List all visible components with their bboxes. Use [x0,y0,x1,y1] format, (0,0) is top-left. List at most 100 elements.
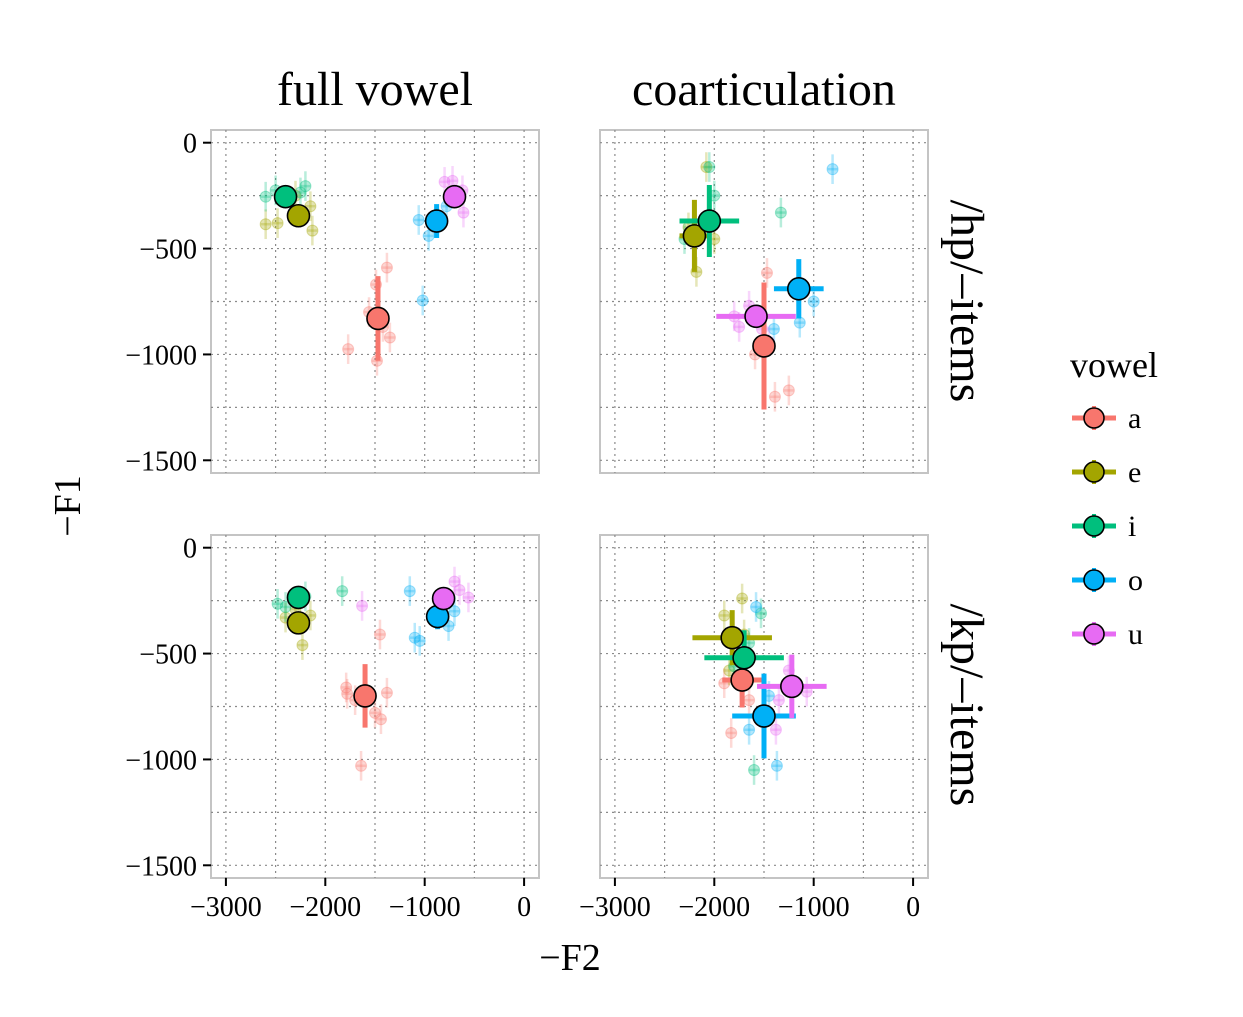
item-point-o [770,759,783,772]
mean-point-i [732,646,756,670]
x-tick-label: −1000 [389,892,461,923]
item-point-u [356,599,369,612]
item-point-i [336,585,349,598]
mean-point-i [286,585,311,610]
item-point-o [750,600,763,613]
x-tick-label: 0 [517,892,531,923]
y-tick-label: 0 [183,534,197,565]
mean-point-e [682,224,707,248]
item-point-a [743,694,756,707]
y-tick-label: −1000 [125,745,197,776]
mean-point-a [730,668,754,692]
item-point-a [725,726,738,739]
panel-full-vowel-hp [210,129,540,474]
mean-point-i [273,184,298,209]
item-point-a [373,628,386,641]
mean-point-a [353,684,377,708]
item-point-u [438,175,451,188]
x-tick-label: −2000 [289,892,361,923]
item-point-a [782,384,795,397]
item-point-a [768,390,781,403]
legend-label-u: u [1128,618,1143,651]
legend-title: vowel [1070,345,1158,385]
item-point-e [296,639,309,652]
x-axis-left-column: −3000 −2000 −1000 0 [190,878,531,923]
item-point-e [736,592,749,605]
x-tick-label: −1000 [778,892,850,923]
strip-title-hp-items: /hp/–items [940,200,993,403]
item-point-a [355,759,368,772]
y-axis-title: −F1 [47,475,89,537]
item-point-i [703,161,716,174]
mean-point-u [744,304,768,329]
item-point-u [453,584,466,597]
y-axis-top-row: 0 −500 −1000 −1500 [125,129,211,477]
y-tick-label: 0 [183,129,197,160]
item-point-a [374,713,387,726]
item-point-a [383,331,396,344]
legend-key-point-o [1083,569,1105,591]
item-point-u [462,591,475,604]
item-point-o [743,723,756,736]
item-point-i [748,764,761,777]
item-point-o [408,631,421,644]
item-point-a [760,266,773,279]
y-axis-bottom-row: 0 −500 −1000 −1500 [125,534,211,882]
item-point-a [342,343,355,356]
item-point-o [403,585,416,598]
item-point-u [457,206,470,219]
item-point-a [340,681,353,694]
item-point-o [767,323,780,336]
item-point-e [271,217,284,230]
item-point-a [380,261,393,274]
strip-title-kp-items: /kp/–items [940,604,993,807]
item-point-e [306,224,319,237]
y-tick-label: −500 [139,235,197,266]
item-point-i [299,180,312,193]
item-point-u [448,575,461,588]
x-axis-right-column: −3000 −2000 −1000 0 [579,878,920,923]
item-point-o [413,634,426,647]
legend-label-i: i [1128,510,1136,543]
item-point-a [369,706,381,719]
x-axis-title: −F2 [539,937,601,979]
item-point-i [755,607,768,620]
item-point-i [774,206,787,219]
item-point-i [259,190,272,203]
item-point-o [448,605,461,618]
legend-label-o: o [1128,564,1143,597]
legend-label-e: e [1128,456,1141,489]
y-tick-label: −1500 [125,446,197,477]
mean-point-o [786,276,811,301]
mean-point-u [442,184,467,209]
mean-point-u [780,674,804,699]
item-point-a [380,686,393,699]
item-point-o [416,294,429,307]
y-tick-label: −500 [139,640,197,671]
item-point-i [279,600,292,613]
mean-point-o [752,704,776,728]
item-point-e [718,609,731,622]
item-point-o [412,213,425,226]
mean-point-a [366,306,390,331]
x-tick-label: 0 [906,892,920,923]
item-point-u [769,723,782,736]
item-point-o [807,295,820,308]
legend-key-point-a [1083,407,1105,429]
item-point-u [446,174,459,187]
item-point-a [341,687,354,700]
mean-point-a [752,334,776,358]
mean-point-e [286,611,311,635]
item-point-e [700,161,713,174]
mean-point-e [720,625,744,650]
panel-full-vowel-kp [210,534,540,879]
x-tick-label: −3000 [190,892,262,923]
item-point-e [259,218,272,231]
item-point-i [271,597,284,610]
x-tick-label: −2000 [678,892,750,923]
item-point-e [723,664,736,677]
mean-point-u [431,586,456,611]
item-point-u [772,694,785,707]
strip-title-coarticulation: coarticulation [632,63,896,116]
